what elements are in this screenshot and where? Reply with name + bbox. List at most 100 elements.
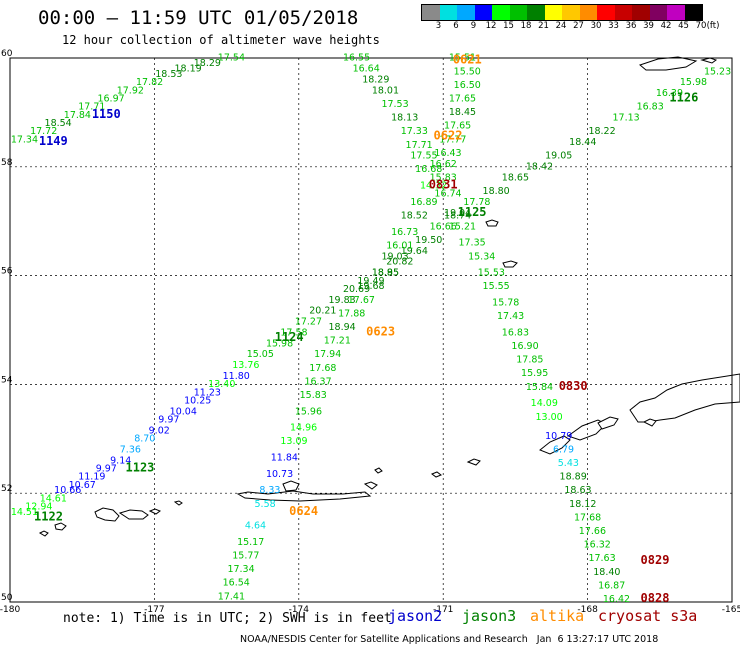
map-frame: [9, 57, 733, 603]
wave-height-value: 13.00: [535, 412, 562, 423]
color-scale-label: 30: [590, 21, 602, 31]
wave-height-value: 11.84: [271, 453, 298, 464]
wave-height-value: 17.55: [410, 151, 437, 162]
lat-tick-label: 54: [1, 375, 13, 385]
lon-tick-label: -174: [289, 605, 310, 615]
color-swatch: [579, 5, 597, 20]
lat-tick-label: 52: [1, 484, 12, 494]
wave-height-value: 17.71: [78, 102, 105, 113]
wave-height-value: 12.94: [25, 502, 52, 513]
pass-time-label: 0829: [641, 553, 670, 567]
wave-height-value: 16.62: [430, 159, 457, 170]
color-scale-label: 39: [643, 21, 654, 31]
pass-time-label: 1123: [126, 460, 155, 474]
wave-height-value: 17.21: [324, 336, 351, 347]
lon-tick-label: -177: [144, 605, 164, 615]
wave-height-value: 17.63: [588, 553, 615, 564]
island: [597, 416, 619, 430]
wave-height-value: 15.98: [266, 338, 293, 349]
satellite-legend-item: jason2: [388, 607, 443, 625]
wave-height-value: 17.33: [401, 126, 428, 137]
wave-height-value: 18.63: [564, 485, 591, 496]
wave-height-value: 16.50: [454, 80, 481, 91]
island: [282, 480, 300, 492]
wave-height-value: 19.68: [357, 281, 384, 292]
wave-height-value: 18.22: [588, 126, 615, 137]
color-swatch: [457, 5, 475, 20]
wave-height-value: 17.68: [309, 363, 336, 374]
island: [700, 57, 718, 64]
wave-height-value: 17.65: [449, 94, 476, 105]
wave-height-value: 18.45: [449, 107, 476, 118]
wave-height-value: 6.79: [553, 444, 574, 455]
color-swatch: [509, 5, 527, 20]
wave-height-value: 15.23: [704, 66, 731, 77]
island: [374, 467, 383, 474]
wave-height-value: 16.89: [410, 197, 437, 208]
color-swatch: [439, 5, 457, 20]
wave-height-value: 15.21: [449, 221, 476, 232]
wave-height-value: 15.53: [478, 268, 505, 279]
wave-height-value: 16.68: [415, 164, 442, 175]
wave-height-value: 19.50: [415, 235, 442, 246]
wave-height-value: 17.43: [497, 311, 524, 322]
wave-height-value: 15.34: [468, 251, 495, 262]
color-swatch: [597, 5, 615, 20]
wave-height-value: 18.01: [372, 85, 399, 96]
island: [94, 507, 120, 522]
island-nunivak: [638, 56, 698, 71]
lat-tick-label: 58: [1, 158, 13, 168]
color-swatch: [544, 5, 562, 20]
wave-height-value: 17.66: [579, 526, 606, 537]
island: [466, 458, 481, 466]
wave-height-value: 17.35: [458, 238, 485, 249]
wave-height-value: 10.73: [266, 469, 293, 480]
wave-height-value: 19.83: [329, 295, 356, 306]
wave-height-value: 14.96: [290, 423, 317, 434]
pass-time-label: 1150: [92, 107, 121, 121]
island: [236, 490, 372, 502]
wave-height-value: 15.05: [247, 349, 274, 360]
wave-height-value: 15.83: [300, 390, 327, 401]
axis-labels: 60 58 56 54 52 50 -180 -177 -174 -171 -168 -165: [0, 49, 740, 615]
island: [38, 530, 49, 537]
wave-height-value: 14.32: [420, 181, 447, 192]
wave-height-value: 18.29: [194, 58, 221, 69]
track: 14.5112.9414.6110.6610.6711.199.979.147.…: [11, 66, 731, 518]
island: [54, 522, 67, 531]
color-swatch: [614, 5, 632, 20]
wave-height-value: 16.42: [603, 594, 630, 605]
wave-height-value: 16.66: [430, 221, 457, 232]
wave-height-value: 19.04: [444, 208, 471, 219]
wave-height-value: 18.52: [401, 210, 428, 221]
wave-height-value: 18.95: [372, 268, 399, 279]
wave-height-value: 15.55: [483, 281, 510, 292]
lat-tick-label: 60: [1, 49, 13, 59]
color-scale-label: 12: [485, 21, 497, 31]
wave-height-value: 18.40: [593, 567, 620, 578]
wave-height-value: 17.54: [218, 53, 245, 64]
pass-time-label: 1124: [275, 330, 304, 344]
wave-height-value: 10.79: [545, 431, 572, 442]
wave-height-value: 17.68: [574, 512, 601, 523]
wave-height-value: 15.51: [449, 53, 476, 64]
pass-time-label: 0621: [453, 52, 482, 66]
color-scale-label: 70: [695, 21, 707, 31]
color-swatch: [492, 5, 510, 20]
wave-height-value: 17.13: [613, 113, 640, 124]
lon-tick-label: -180: [0, 605, 20, 615]
lat-lon-grid: [10, 58, 732, 602]
color-scale-label: 15: [503, 21, 514, 31]
wave-height-value: 18.54: [45, 118, 72, 129]
wave-height-value: 16.90: [511, 341, 538, 352]
color-swatch: [684, 5, 702, 20]
wave-height-value: 17.34: [11, 134, 38, 145]
wave-height-value: 17.77: [439, 134, 466, 145]
wave-height-value: 16.01: [386, 240, 413, 251]
wave-height-value: 16.74: [434, 189, 461, 200]
wave-height-value: 9.97: [96, 463, 117, 474]
wave-height-value: 15.83: [430, 172, 457, 183]
wave-height-value: 17.92: [117, 85, 144, 96]
wave-height-value: 16.43: [434, 148, 461, 159]
wave-height-value: 17.53: [381, 99, 408, 110]
